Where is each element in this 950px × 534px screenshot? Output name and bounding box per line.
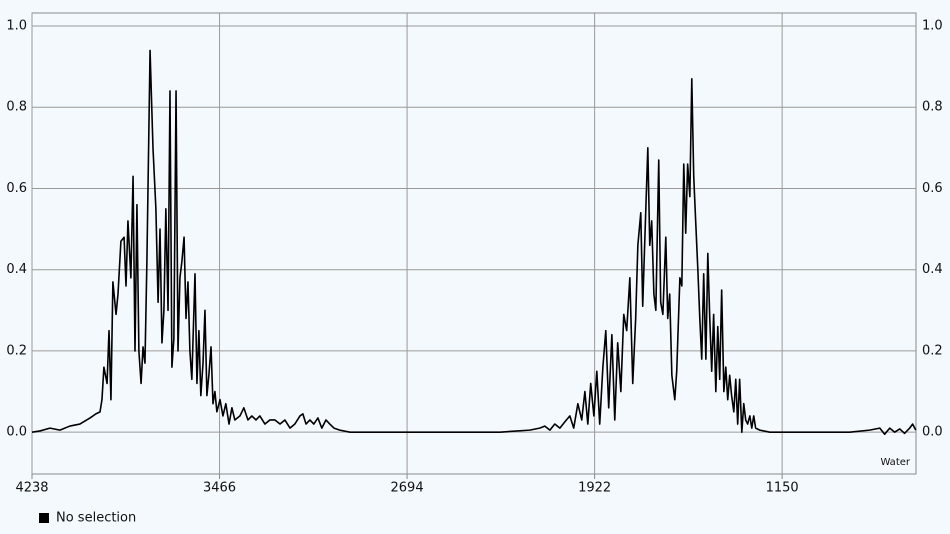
y2-tick-label: 1.0 bbox=[922, 18, 943, 33]
y2-tick-label: 0.4 bbox=[922, 262, 943, 277]
y-tick-label: 0.0 bbox=[6, 425, 27, 440]
x-tick-label: 1922 bbox=[578, 481, 611, 496]
x-tick-label: 1150 bbox=[766, 481, 799, 496]
y-tick-label: 0.6 bbox=[6, 181, 27, 196]
y-tick-label: 1.0 bbox=[6, 18, 27, 33]
y2-tick-label: 0.2 bbox=[922, 343, 943, 358]
y-tick-label: 0.2 bbox=[6, 343, 27, 358]
x-tick-label: 4238 bbox=[15, 481, 48, 496]
legend-label[interactable]: No selection bbox=[56, 511, 136, 526]
data-line bbox=[31, 49, 917, 435]
y2-tick-label: 0.0 bbox=[922, 425, 943, 440]
y2-tick-label: 0.8 bbox=[922, 100, 943, 115]
x-tick-label: 2694 bbox=[391, 481, 424, 496]
annotation: Water bbox=[880, 457, 910, 468]
y-tick-label: 0.4 bbox=[6, 262, 27, 277]
y-tick-label: 0.8 bbox=[6, 100, 27, 115]
legend-swatch bbox=[39, 513, 49, 523]
y2-tick-label: 0.6 bbox=[922, 181, 943, 196]
x-tick-label: 3466 bbox=[203, 481, 236, 496]
